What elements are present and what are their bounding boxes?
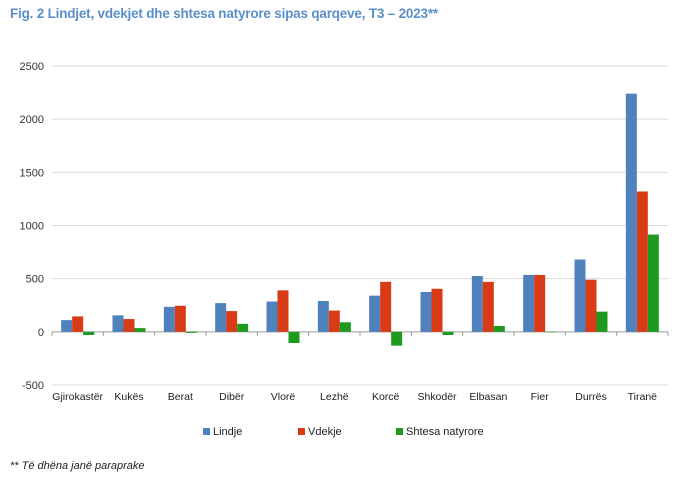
- bar-lindje: [369, 295, 381, 332]
- x-tick-label: Kukës: [114, 391, 143, 403]
- x-axis-ticks: Gjirokastër Kukës Berat Dibër Vlorë Lezhë Korc…: [51, 331, 669, 403]
- y-tick-label: 500: [26, 274, 44, 286]
- bar-vdekje: [534, 274, 546, 332]
- y-tick-label: 2000: [20, 114, 44, 126]
- bar-vdekje: [72, 316, 84, 332]
- bar-vdekje: [123, 319, 135, 332]
- bar-shtesa-natyrore: [647, 234, 659, 332]
- x-tick-label: Berat: [168, 391, 193, 403]
- legend-label: Vdekje: [308, 426, 342, 438]
- bar-vdekje: [277, 290, 289, 332]
- y-axis-ticks: -500 0 500 1000 1500 2000 2500: [20, 61, 44, 392]
- chart-title: Fig. 2 Lindjet, vdekjet dhe shtesa natyr…: [10, 6, 438, 21]
- x-tick-label: Dibër: [219, 391, 245, 403]
- legend-swatch: [298, 428, 305, 435]
- bar-shtesa-natyrore: [339, 322, 351, 332]
- x-tick-label: Durrës: [575, 391, 607, 403]
- bar-vdekje: [636, 191, 648, 332]
- legend: Lindje Vdekje Shtesa natyrore: [203, 426, 484, 438]
- bar-shtesa-natyrore: [545, 331, 557, 333]
- bar-lindje: [61, 320, 73, 332]
- bar-vdekje: [380, 281, 392, 332]
- legend-swatch: [203, 428, 210, 435]
- bar-lindje: [163, 306, 175, 332]
- legend-label: Shtesa natyrore: [406, 426, 484, 438]
- bar-shtesa-natyrore: [185, 331, 197, 333]
- gridlines: [52, 65, 668, 386]
- bar-vdekje: [431, 288, 443, 332]
- y-tick-label: 0: [38, 327, 44, 339]
- bar-shtesa-natyrore: [237, 323, 249, 332]
- x-tick-label: Elbasan: [469, 391, 507, 403]
- bar-shtesa-natyrore: [596, 311, 608, 332]
- bar-lindje: [471, 276, 483, 332]
- bar-vdekje: [585, 279, 597, 332]
- y-tick-label: -500: [22, 380, 44, 392]
- legend-label: Lindje: [213, 426, 242, 438]
- bars: [61, 93, 659, 346]
- bar-lindje: [317, 300, 329, 332]
- x-tick-label: Korcë: [372, 391, 400, 403]
- bar-shtesa-natyrore: [391, 331, 403, 346]
- bar-shtesa-natyrore: [83, 331, 95, 336]
- x-tick-label: Vlorë: [271, 391, 296, 403]
- y-tick-label: 2500: [20, 61, 44, 73]
- bar-lindje: [266, 301, 278, 332]
- bar-shtesa-natyrore: [288, 331, 300, 343]
- bar-lindje: [523, 274, 535, 332]
- bar-shtesa-natyrore: [442, 331, 454, 336]
- bar-lindje: [215, 303, 227, 332]
- bar-vdekje: [482, 281, 494, 332]
- bar-lindje: [112, 315, 124, 332]
- bar-lindje: [625, 93, 637, 332]
- bar-vdekje: [226, 311, 238, 332]
- bar-shtesa-natyrore: [134, 328, 146, 332]
- x-tick-label: Shkodër: [417, 391, 457, 403]
- y-tick-label: 1000: [20, 221, 44, 233]
- x-tick-label: Gjirokastër: [52, 391, 103, 403]
- legend-swatch: [396, 428, 403, 435]
- bar-vdekje: [174, 305, 186, 332]
- x-tick-label: Tiranë: [628, 391, 658, 403]
- bar-lindje: [574, 259, 586, 332]
- x-tick-label: Lezhë: [320, 391, 349, 403]
- bar-vdekje: [328, 310, 340, 332]
- x-tick-label: Fier: [531, 391, 550, 403]
- footnote: ** Të dhëna janë paraprake: [10, 460, 145, 472]
- bar-lindje: [420, 291, 432, 332]
- bar-shtesa-natyrore: [493, 325, 505, 332]
- y-tick-label: 1500: [20, 167, 44, 179]
